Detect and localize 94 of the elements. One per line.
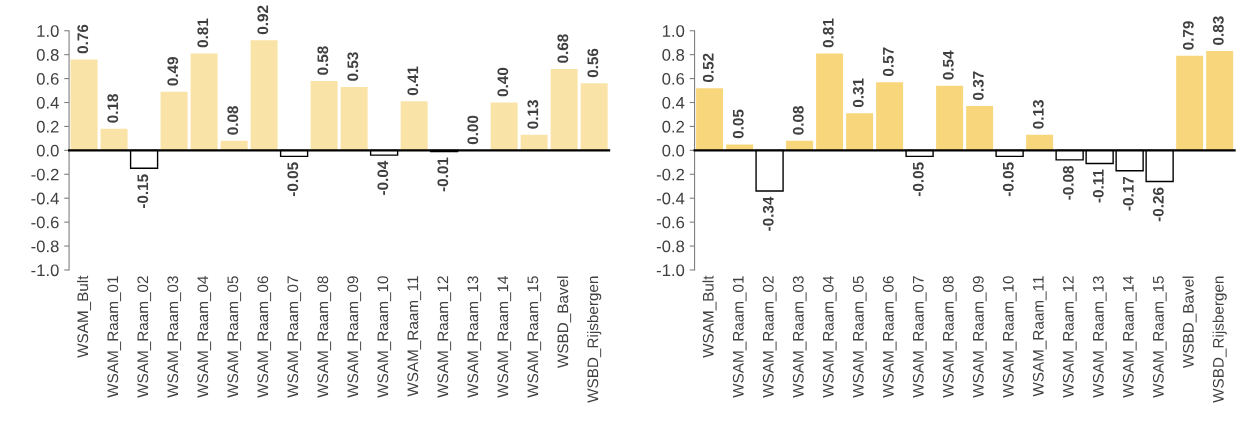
y-tick-label: -0.4 xyxy=(31,192,59,205)
x-tick-label: WSAM_Raam_14 xyxy=(1122,275,1137,398)
y-tick-label: -0.2 xyxy=(31,168,59,181)
data-label: 0.18 xyxy=(107,94,119,123)
data-label: 0.92 xyxy=(257,5,269,35)
x-tick-label: WSAM_Raam_02 xyxy=(762,276,777,398)
y-tick-label: 0.8 xyxy=(36,49,59,61)
data-label: 0.08 xyxy=(792,105,804,135)
y-tick-label: 0.4 xyxy=(662,96,685,109)
data-label: 0.08 xyxy=(227,105,239,135)
x-tick-label: WSBD_Rijsbergen xyxy=(587,276,602,403)
data-label: -0.05 xyxy=(912,162,924,197)
data-label: 0.37 xyxy=(972,71,984,100)
x-tick-label: WSAM_Raam_07 xyxy=(287,276,302,398)
x-tick-label: WSAM_Bult xyxy=(76,275,92,358)
x-tick-label: WSAM_Raam_14 xyxy=(497,275,512,398)
y-tick-label: 0.6 xyxy=(662,72,685,85)
data-label: 0.83 xyxy=(1212,16,1224,45)
y-tick-label: 1.0 xyxy=(37,25,59,37)
x-tick-label: WSAM_Raam_05 xyxy=(852,276,867,398)
data-label: -0.26 xyxy=(1152,187,1164,222)
y-tick-label: -1.0 xyxy=(656,264,685,277)
data-label: 0.68 xyxy=(557,34,569,63)
x-tick-label: WSBD_Bavel xyxy=(557,276,572,369)
data-label: -0.15 xyxy=(137,174,149,209)
y-tick-label: 0.2 xyxy=(36,120,59,133)
y-tick-label: -0.8 xyxy=(656,240,685,253)
x-tick-label: WSAM_Raam_10 xyxy=(1002,276,1017,398)
y-tick-label: -0.4 xyxy=(656,192,685,205)
x-tick-label: WSAM_Raam_03 xyxy=(792,276,807,398)
y-tick-label: 0.6 xyxy=(36,72,59,85)
x-tick-label: WSAM_Raam_10 xyxy=(377,276,392,398)
data-label: 0.00 xyxy=(467,115,479,145)
data-label: 0.49 xyxy=(167,57,179,86)
x-tick-label: WSBD_Bavel xyxy=(1182,276,1197,369)
data-label: -0.05 xyxy=(1002,162,1014,197)
data-label: 0.40 xyxy=(497,67,509,97)
x-tick-label: WSAM_Raam_06 xyxy=(257,276,272,398)
x-tick-label: WSAM_Raam_15 xyxy=(1152,276,1167,398)
data-label: 0.79 xyxy=(1182,21,1194,50)
x-tick-label: WSAM_Raam_07 xyxy=(912,276,927,398)
x-tick-label: WSAM_Raam_05 xyxy=(227,276,242,398)
y-tick-label: -0.6 xyxy=(656,216,685,229)
data-label: 0.31 xyxy=(852,78,864,108)
data-label: -0.01 xyxy=(437,157,449,192)
y-tick-label: 1.0 xyxy=(662,25,685,37)
x-tick-label: WSAM_Raam_13 xyxy=(1092,276,1107,398)
y-tick-label: 0.4 xyxy=(36,96,59,109)
x-tick-label: WSAM_Raam_12 xyxy=(437,276,452,398)
data-label: -0.17 xyxy=(1122,176,1134,211)
data-label: 0.58 xyxy=(317,46,329,75)
x-tick-label: WSBD_Rijsbergen xyxy=(1212,276,1227,403)
data-label: -0.08 xyxy=(1062,165,1074,200)
y-tick-label: 0.0 xyxy=(662,144,685,157)
x-tick-label: WSAM_Bult xyxy=(702,275,717,358)
y-tick-label: 0.8 xyxy=(662,49,685,61)
x-tick-label: WSAM_Raam_02 xyxy=(137,276,152,398)
x-tick-label: WSAM_Raam_11 xyxy=(407,276,422,397)
data-label: -0.11 xyxy=(1092,169,1104,203)
data-label: 0.53 xyxy=(347,52,359,81)
data-label: 0.05 xyxy=(732,109,744,139)
data-label: -0.04 xyxy=(377,160,389,195)
x-tick-label: WSAM_Raam_04 xyxy=(822,275,837,398)
data-label: 0.13 xyxy=(527,100,539,129)
x-tick-label: WSAM_Raam_01 xyxy=(732,276,747,398)
data-label: 0.57 xyxy=(882,47,894,77)
data-label: 0.41 xyxy=(407,66,419,96)
data-label: 0.54 xyxy=(942,50,954,80)
x-tick-label: WSAM_Raam_11 xyxy=(1032,276,1047,397)
x-tick-label: WSAM_Raam_04 xyxy=(197,275,212,398)
x-tick-label: WSAM_Raam_01 xyxy=(107,276,122,398)
data-label: 0.81 xyxy=(822,18,834,48)
x-tick-label: WSAM_Raam_15 xyxy=(527,276,542,398)
x-tick-label: WSAM_Raam_08 xyxy=(317,276,332,398)
data-label: -0.05 xyxy=(287,162,299,197)
y-tick-label: -0.8 xyxy=(31,240,59,253)
y-tick-label: -1.0 xyxy=(31,264,59,277)
y-tick-label: -0.2 xyxy=(656,168,685,181)
data-label: 0.81 xyxy=(197,18,209,48)
x-tick-label: WSAM_Raam_09 xyxy=(972,276,987,398)
data-label: -0.34 xyxy=(762,196,774,231)
data-label: 0.13 xyxy=(1032,100,1044,129)
x-tick-label: WSAM_Raam_08 xyxy=(942,276,957,398)
y-tick-label: -0.6 xyxy=(31,216,59,229)
x-tick-label: WSAM_Raam_09 xyxy=(347,276,362,398)
data-label: 0.52 xyxy=(702,53,714,82)
data-label: 0.56 xyxy=(587,48,599,78)
x-tick-label: WSAM_Raam_12 xyxy=(1062,276,1077,398)
data-label: 0.76 xyxy=(77,24,89,54)
x-tick-label: WSAM_Raam_03 xyxy=(167,276,182,398)
x-tick-label: WSAM_Raam_06 xyxy=(882,276,897,398)
y-tick-label: 0.2 xyxy=(662,120,685,133)
x-tick-label: WSAM_Raam_13 xyxy=(467,276,482,398)
y-tick-label: 0.0 xyxy=(36,144,59,157)
